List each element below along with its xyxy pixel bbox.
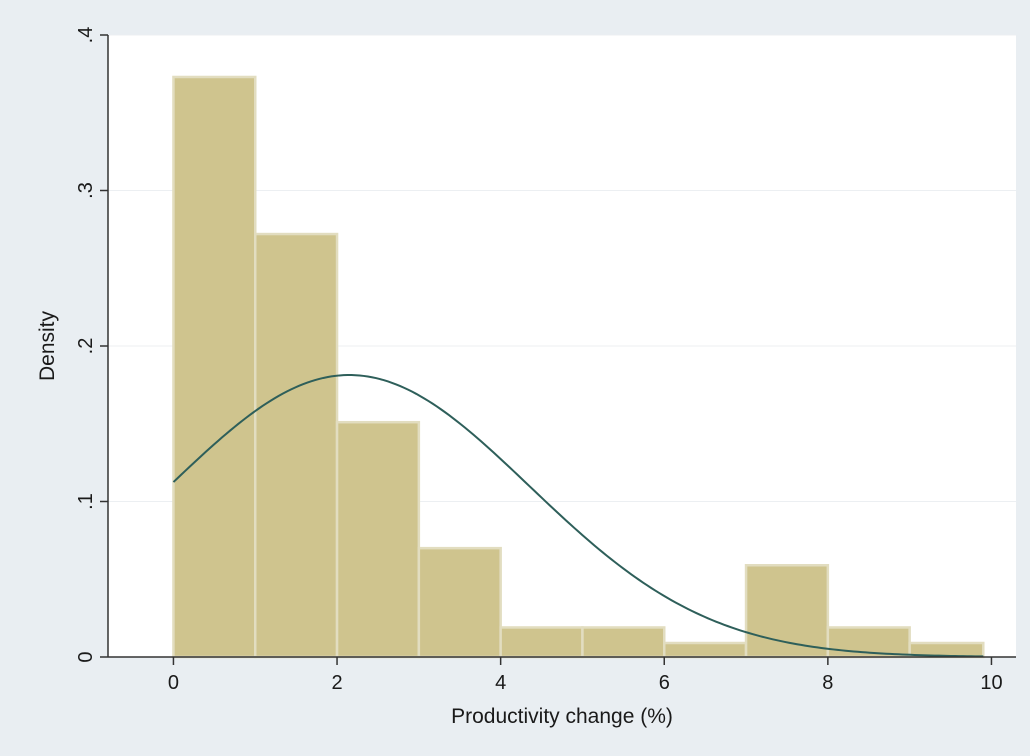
- y-tick-label-4: .4: [75, 27, 97, 44]
- y-tick-label-1: .1: [75, 493, 97, 510]
- histogram-bar-5: [581, 626, 666, 659]
- histogram-bar-3: [417, 546, 502, 659]
- normal-density-curve: [172, 374, 984, 658]
- histogram-bar-4: [499, 626, 584, 659]
- y-axis-label: Density: [36, 310, 59, 381]
- y-tick-label-2: .2: [75, 338, 97, 355]
- x-tick-label-3: 6: [659, 672, 670, 694]
- histogram-bar-2: [335, 420, 421, 659]
- axes: 0 2 4 6 8 10 0 .1 .2 .3 .4: [75, 27, 1016, 694]
- x-tick-label-1: 2: [331, 672, 342, 694]
- histogram-bar-1: [253, 232, 339, 659]
- y-tick-label-0: 0: [75, 651, 97, 662]
- histogram-bar-0: [172, 75, 257, 659]
- x-tick-label-4: 8: [822, 672, 833, 694]
- x-tick-label-2: 4: [495, 672, 506, 694]
- x-tick-label-5: 10: [980, 672, 1002, 694]
- histogram-bar-6: [663, 641, 748, 659]
- x-axis-label: Productivity change (%): [451, 705, 673, 728]
- y-tick-label-3: .3: [75, 182, 97, 199]
- x-tick-label-0: 0: [168, 672, 179, 694]
